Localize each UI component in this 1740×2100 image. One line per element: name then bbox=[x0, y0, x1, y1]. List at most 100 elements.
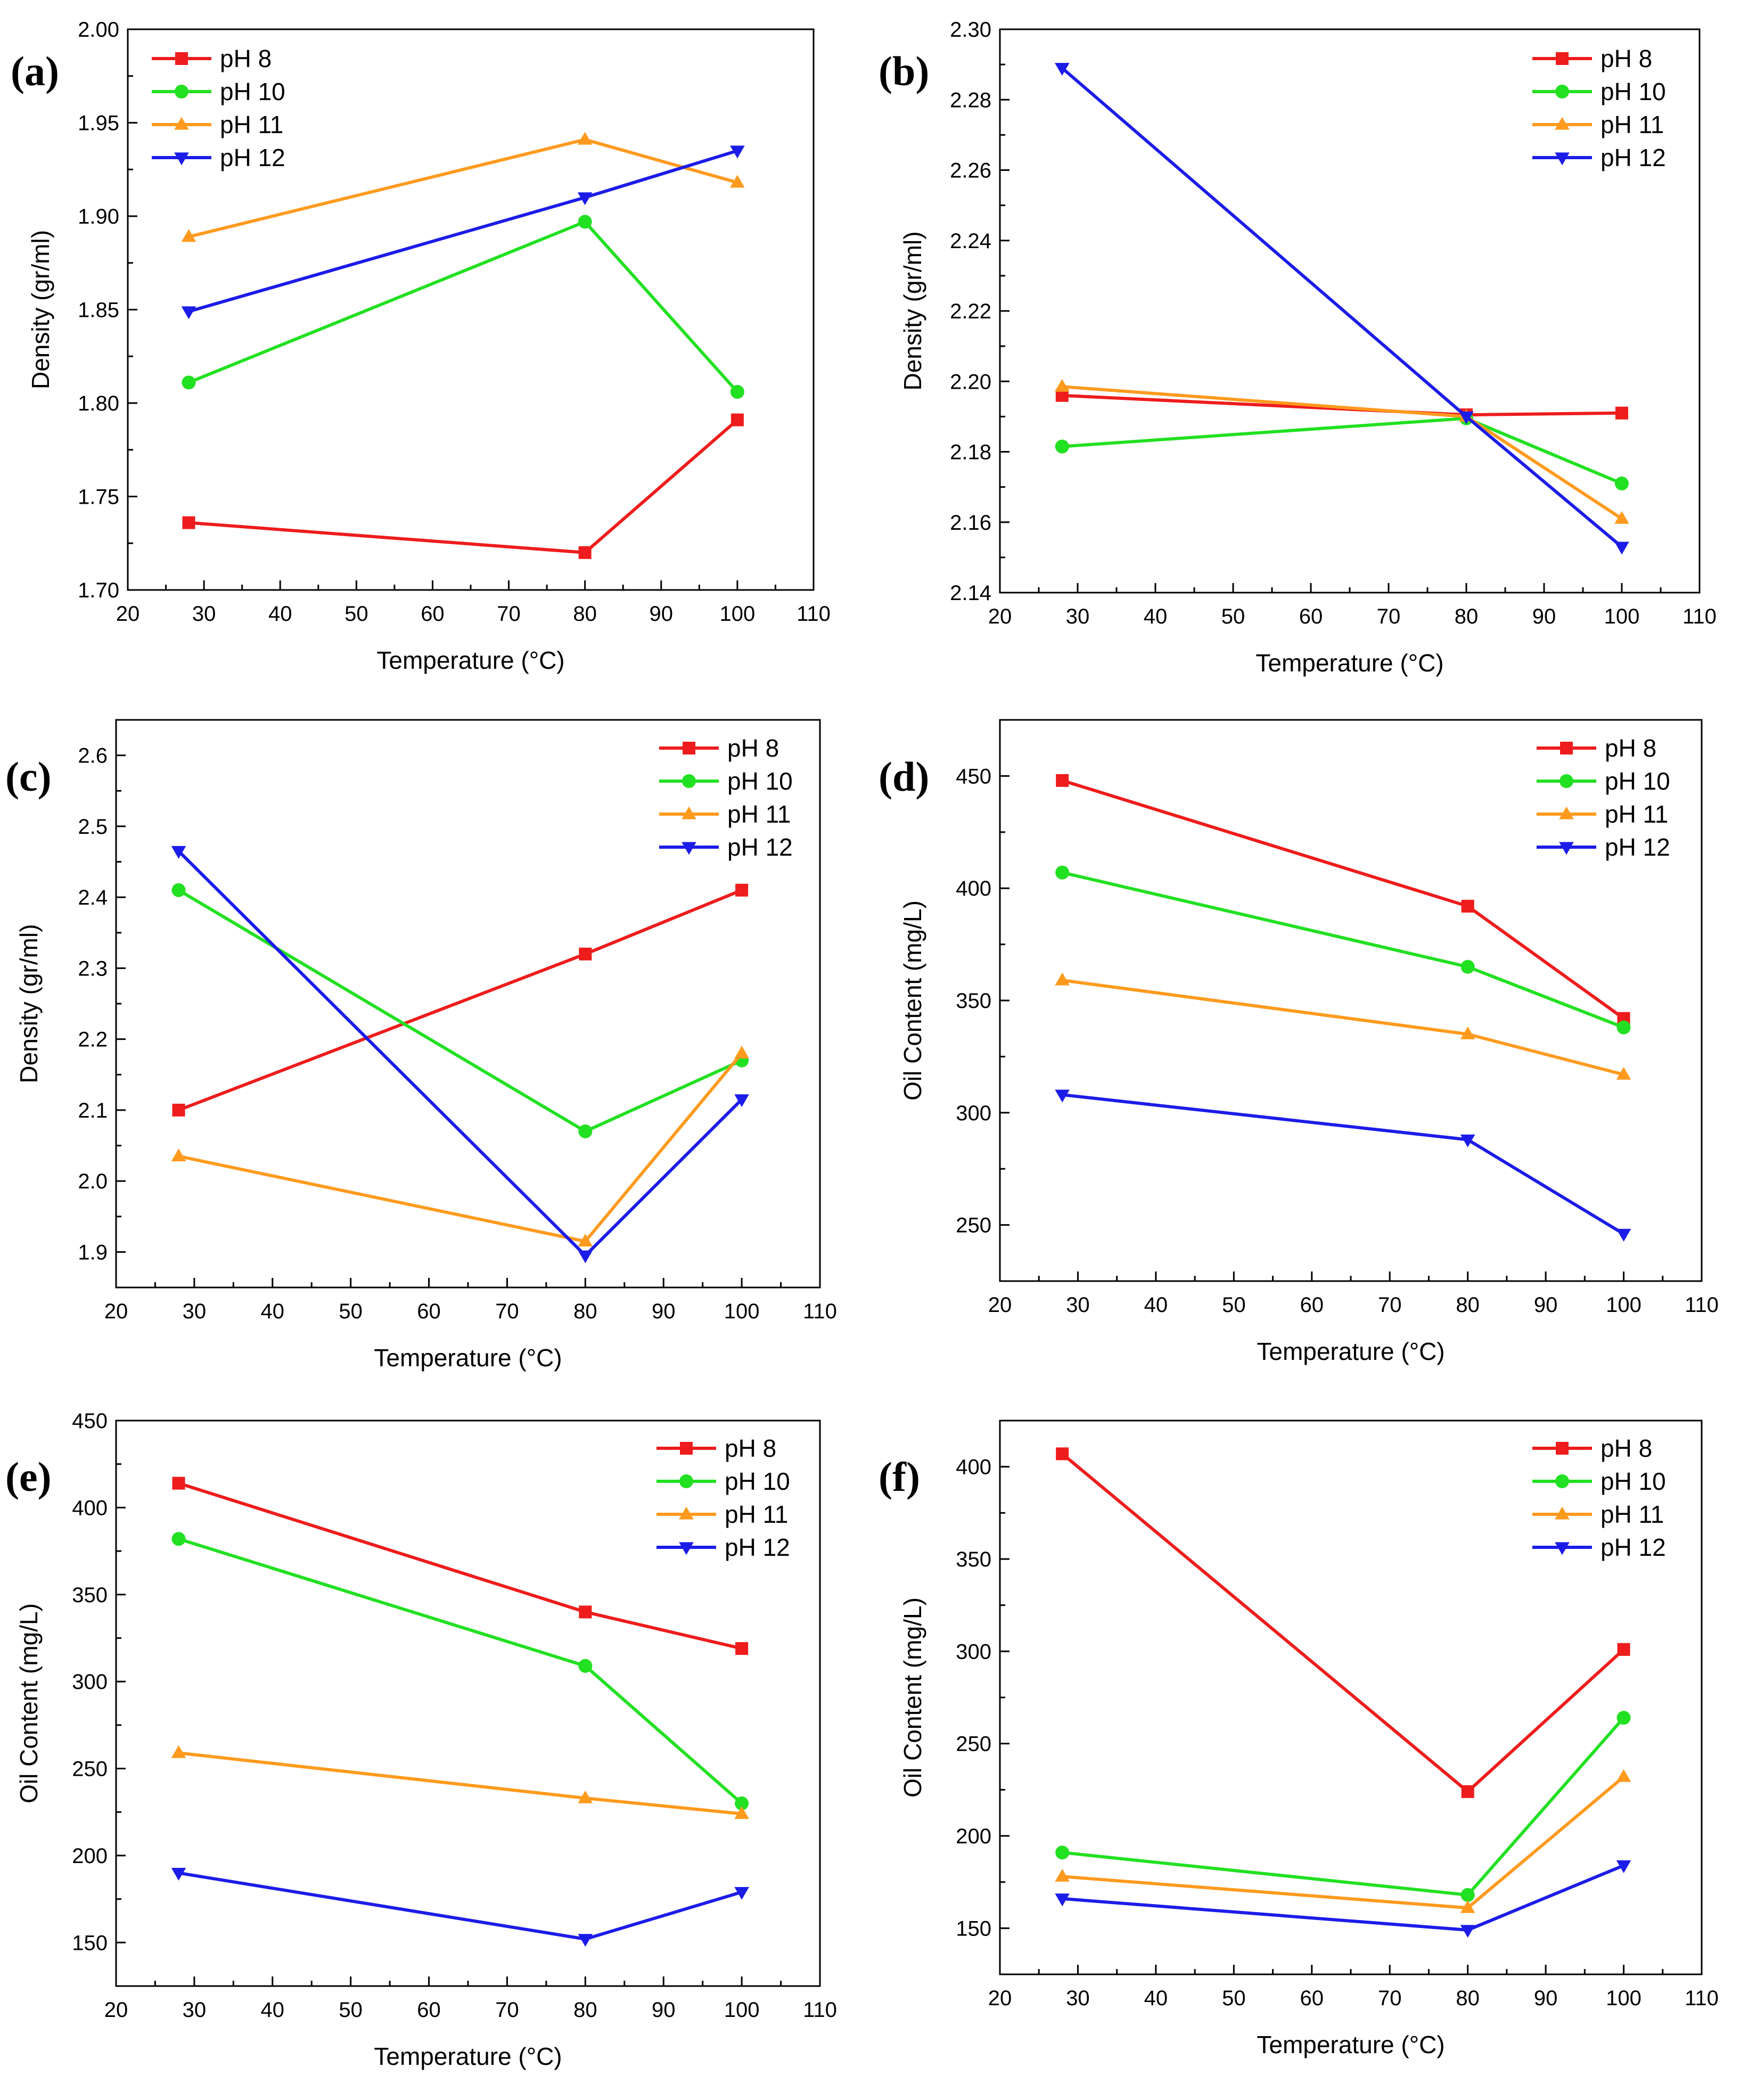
series-ph-12 bbox=[171, 1868, 749, 1947]
legend-label: pH 10 bbox=[1601, 78, 1666, 105]
series-line bbox=[1062, 1775, 1625, 1910]
series-ph-11 bbox=[171, 1745, 749, 1819]
x-tick-label: 30 bbox=[192, 602, 216, 626]
panel-label: (e) bbox=[5, 1454, 52, 1500]
y-tick-label: 250 bbox=[72, 1758, 108, 1781]
data-point bbox=[181, 306, 196, 319]
y-axis-title: Density (gr/ml) bbox=[899, 231, 926, 390]
data-point bbox=[1616, 1769, 1631, 1782]
data-point bbox=[1614, 542, 1629, 555]
legend-marker bbox=[1556, 52, 1569, 65]
y-tick-label: 2.30 bbox=[950, 18, 991, 42]
data-point bbox=[1055, 1845, 1070, 1860]
series-line bbox=[1062, 393, 1622, 417]
data-point bbox=[181, 229, 196, 242]
data-point bbox=[171, 1868, 186, 1881]
series-line bbox=[178, 1871, 742, 1941]
y-tick-label: 2.00 bbox=[78, 18, 119, 42]
x-axis-title: Temperature (°C) bbox=[374, 1344, 562, 1372]
legend-marker bbox=[1555, 1542, 1570, 1555]
y-tick-label: 300 bbox=[956, 1640, 991, 1663]
y-axis-title: Oil Content (mg/L) bbox=[899, 900, 926, 1101]
y-tick-label: 400 bbox=[956, 1456, 991, 1479]
x-tick-label: 110 bbox=[1685, 1987, 1719, 2010]
data-point bbox=[1055, 972, 1070, 986]
data-point bbox=[735, 883, 749, 897]
x-tick-label: 40 bbox=[1144, 605, 1168, 628]
legend: pH 8 pH 10 pH 11 pH 12 bbox=[1532, 1434, 1666, 1561]
data-point bbox=[1615, 477, 1629, 491]
legend-marker bbox=[679, 1542, 694, 1555]
data-point bbox=[171, 846, 186, 859]
legend-label: pH 12 bbox=[1601, 1533, 1666, 1561]
legend-label: pH 8 bbox=[725, 1434, 776, 1462]
x-axis-title: Temperature (°C) bbox=[1257, 1338, 1444, 1365]
y-tick-label: 150 bbox=[72, 1931, 108, 1955]
legend-marker bbox=[679, 1474, 693, 1488]
x-tick-label: 20 bbox=[116, 602, 140, 626]
x-tick-label: 40 bbox=[268, 602, 292, 626]
x-tick-label: 70 bbox=[495, 1300, 519, 1323]
series-ph-12 bbox=[181, 145, 745, 319]
data-point bbox=[171, 1149, 186, 1162]
panel-d: (d) 20 30 40 50 60 70 80 90 100 110 250 300 350 400 450… bbox=[879, 719, 1719, 1365]
series-ph-10 bbox=[1055, 1711, 1631, 1902]
data-point bbox=[734, 1094, 749, 1108]
x-tick-label: 90 bbox=[1534, 1987, 1558, 2010]
y-tick-label: 400 bbox=[956, 877, 991, 900]
series-ph-8 bbox=[1056, 774, 1630, 1025]
series-line bbox=[1062, 416, 1623, 485]
series-ph-12 bbox=[171, 846, 749, 1264]
y-tick-label: 2.0 bbox=[78, 1170, 108, 1193]
y-tick-label: 200 bbox=[956, 1825, 991, 1848]
data-point bbox=[1055, 1089, 1070, 1103]
y-tick-label: 1.95 bbox=[78, 112, 119, 135]
y-tick-label: 350 bbox=[956, 989, 991, 1013]
data-point bbox=[172, 1103, 185, 1117]
x-tick-label: 20 bbox=[104, 1300, 128, 1323]
series-ph-12 bbox=[1055, 1089, 1631, 1242]
legend-label: pH 8 bbox=[727, 734, 779, 762]
x-tick-label: 50 bbox=[1222, 1293, 1246, 1317]
data-point bbox=[182, 516, 195, 529]
y-axis-title: Density (gr/ml) bbox=[15, 924, 43, 1083]
data-point bbox=[1616, 1860, 1631, 1873]
x-tick-label: 90 bbox=[650, 602, 674, 626]
data-point bbox=[735, 1796, 749, 1810]
legend-marker bbox=[683, 742, 695, 754]
x-axis-title: Temperature (°C) bbox=[1255, 649, 1443, 677]
data-point bbox=[1055, 1868, 1070, 1882]
legend-marker bbox=[1559, 842, 1574, 855]
x-axis-title: Temperature (°C) bbox=[374, 2042, 562, 2070]
panel-label: (a) bbox=[11, 48, 59, 94]
x-tick-label: 40 bbox=[261, 1300, 285, 1323]
x-tick-label: 100 bbox=[1604, 605, 1640, 628]
data-point bbox=[1460, 959, 1475, 974]
x-tick-label: 80 bbox=[1455, 605, 1479, 628]
data-point bbox=[171, 883, 186, 897]
data-point bbox=[1461, 1785, 1474, 1798]
legend-label: pH 11 bbox=[1601, 111, 1664, 138]
legend-marker bbox=[1555, 152, 1570, 166]
x-tick-label: 60 bbox=[421, 602, 445, 626]
y-tick-label: 1.70 bbox=[78, 579, 119, 602]
series-ph-8 bbox=[182, 413, 744, 559]
series-ph-10 bbox=[1055, 865, 1631, 1035]
data-point bbox=[1055, 1893, 1070, 1907]
data-point bbox=[1616, 1020, 1631, 1035]
data-point bbox=[731, 413, 744, 426]
x-tick-label: 70 bbox=[495, 1998, 519, 2022]
y-tick-label: 2.16 bbox=[950, 511, 991, 535]
y-tick-label: 1.90 bbox=[78, 205, 119, 228]
legend-marker bbox=[174, 117, 189, 130]
series-ph-12 bbox=[1055, 1860, 1631, 1938]
x-tick-label: 60 bbox=[417, 1998, 441, 2022]
x-tick-label: 100 bbox=[720, 602, 756, 626]
series-ph-10 bbox=[171, 1532, 749, 1810]
data-point bbox=[1460, 1925, 1475, 1938]
series-ph-8 bbox=[172, 883, 749, 1117]
series-ph-8 bbox=[1056, 1447, 1630, 1798]
plot-frame bbox=[999, 1420, 1703, 1975]
series-line bbox=[178, 889, 743, 1112]
panel-b: (b) 20 30 40 50 60 70 80 90 100 110 2.14 2.16 2.18 2.2… bbox=[879, 18, 1717, 677]
